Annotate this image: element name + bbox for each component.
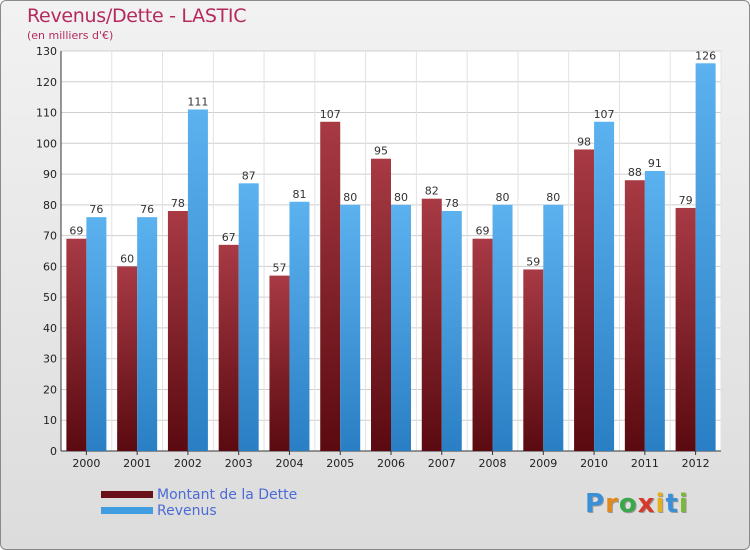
legend-swatch-revenus — [101, 507, 153, 514]
bar-debt — [624, 180, 645, 451]
bar-debt — [218, 244, 239, 451]
logo-letter: t — [665, 489, 679, 519]
logo-letter: x — [637, 489, 656, 519]
x-tick-label: 2004 — [275, 457, 303, 470]
bar-revenus — [289, 201, 310, 451]
data-label-revenus: 87 — [242, 169, 256, 182]
data-label-debt: 78 — [171, 197, 185, 210]
data-label-debt: 67 — [222, 231, 236, 244]
x-tick-label: 2001 — [123, 457, 151, 470]
data-label-revenus: 80 — [546, 191, 560, 204]
data-label-debt: 69 — [69, 225, 83, 238]
y-tick-label: 30 — [43, 353, 57, 366]
y-tick-label: 110 — [36, 107, 57, 120]
x-tick-label: 2007 — [428, 457, 456, 470]
bar-revenus — [86, 217, 107, 451]
data-label-revenus: 80 — [496, 191, 510, 204]
bar-revenus — [441, 211, 462, 451]
y-tick-label: 90 — [43, 168, 57, 181]
logo-letter: r — [605, 489, 619, 519]
legend-swatch-debt — [101, 491, 153, 498]
y-tick-label: 10 — [43, 414, 57, 427]
y-tick-label: 100 — [36, 137, 57, 150]
x-tick-label: 2008 — [479, 457, 507, 470]
logo-letter: i — [655, 489, 666, 519]
x-tick-label: 2009 — [529, 457, 557, 470]
y-tick-label: 60 — [43, 260, 57, 273]
chart-title: Revenus/Dette - LASTIC — [27, 5, 247, 27]
bar-debt — [472, 238, 493, 451]
bar-debt — [675, 207, 696, 451]
logo-letter: o — [618, 489, 638, 519]
bar-revenus — [543, 204, 564, 451]
x-tick-label: 2000 — [72, 457, 100, 470]
y-tick-label: 20 — [43, 383, 57, 396]
y-tick-label: 70 — [43, 230, 57, 243]
y-tick-label: 0 — [50, 445, 57, 458]
data-label-debt: 69 — [476, 225, 490, 238]
data-label-revenus: 107 — [594, 108, 615, 121]
data-label-debt: 60 — [120, 252, 134, 265]
bar-revenus — [644, 171, 665, 451]
logo-letter: P — [585, 489, 606, 519]
data-label-debt: 95 — [374, 145, 388, 158]
data-label-revenus: 111 — [187, 95, 208, 108]
data-label-revenus: 76 — [89, 203, 103, 216]
logo-letter: i — [678, 489, 689, 519]
x-tick-label: 2012 — [682, 457, 710, 470]
data-label-revenus: 80 — [343, 191, 357, 204]
bar-revenus — [187, 109, 208, 451]
proxiti-logo: Proxiti — [585, 489, 689, 519]
data-label-revenus: 78 — [445, 197, 459, 210]
bar-revenus — [238, 183, 259, 452]
bar-debt — [574, 149, 595, 451]
x-tick-label: 2003 — [225, 457, 253, 470]
data-label-revenus: 80 — [394, 191, 408, 204]
legend-label-revenus: Revenus — [157, 503, 217, 519]
bar-revenus — [594, 121, 615, 452]
bar-debt — [421, 198, 442, 451]
legend-label-debt: Montant de la Dette — [157, 487, 298, 503]
bar-debt — [320, 121, 341, 452]
data-labels: 69 76 60 76 78 111 67 87 57 81 107 80 95 80 82 78 69 80 59… — [69, 49, 716, 274]
data-label-revenus: 126 — [695, 49, 716, 62]
x-tick-label: 2005 — [326, 457, 354, 470]
x-tick-label: 2002 — [174, 457, 202, 470]
y-tick-label: 80 — [43, 199, 57, 212]
bar-revenus — [340, 204, 361, 451]
bar-revenus — [492, 204, 513, 451]
bar-revenus — [137, 217, 158, 451]
bar-debt — [66, 238, 87, 451]
chart-subtitle: (en milliers d'€) — [27, 29, 114, 42]
bar-revenus — [391, 204, 411, 451]
bar-debt — [167, 211, 188, 451]
x-tick-label: 2011 — [631, 457, 659, 470]
data-label-debt: 79 — [679, 194, 693, 207]
bar-debt — [117, 266, 138, 451]
x-tick-label: 2010 — [580, 457, 608, 470]
data-label-debt: 59 — [526, 255, 540, 268]
data-label-revenus: 76 — [140, 203, 154, 216]
y-tick-label: 40 — [43, 322, 57, 335]
data-label-debt: 107 — [320, 108, 341, 121]
bars — [66, 63, 716, 452]
y-tick-label: 130 — [36, 45, 57, 58]
bar-debt — [523, 269, 544, 451]
data-label-revenus: 91 — [648, 157, 662, 170]
data-label-debt: 82 — [425, 185, 439, 198]
bar-debt — [269, 275, 290, 451]
bar-debt — [371, 158, 391, 451]
x-tick-label: 2006 — [377, 457, 405, 470]
data-label-debt: 88 — [628, 166, 642, 179]
bar-revenus — [695, 63, 716, 452]
data-label-revenus: 81 — [292, 188, 306, 201]
y-tick-label: 50 — [43, 291, 57, 304]
y-tick-label: 120 — [36, 76, 57, 89]
data-label-debt: 98 — [577, 135, 591, 148]
data-label-debt: 57 — [272, 262, 286, 275]
axes: 0 10 20 30 40 50 60 70 80 90 100 110 120 130 2000 2001 2… — [36, 45, 721, 470]
